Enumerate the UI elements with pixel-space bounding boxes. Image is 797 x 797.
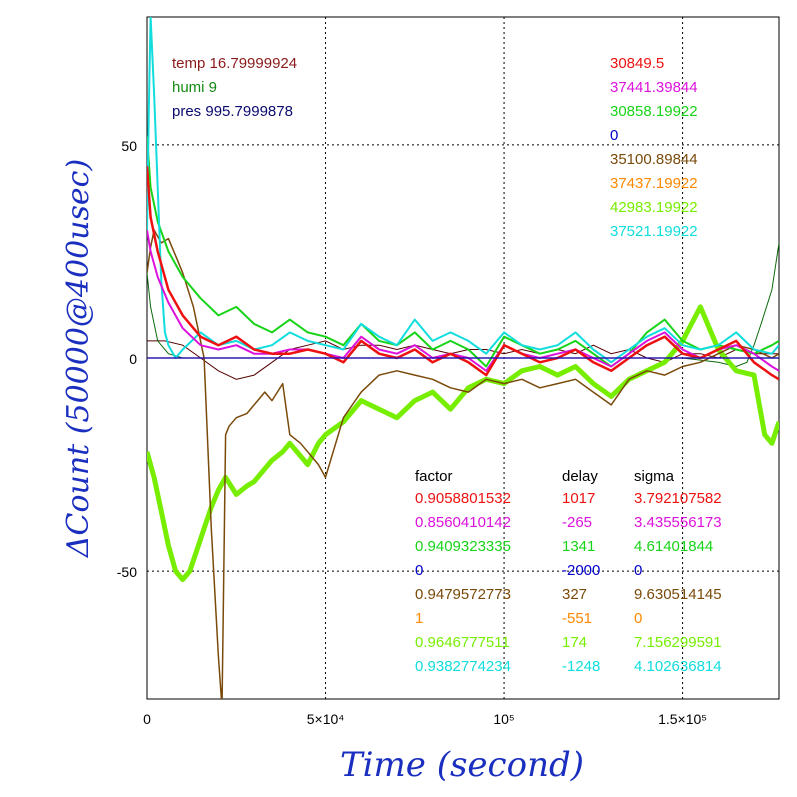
table-header-sigma: sigma — [634, 468, 675, 485]
table-factor-7: 0.9382774234 — [415, 658, 511, 675]
table-header-delay: delay — [562, 468, 598, 485]
table-sigma-1: 3.435556173 — [634, 514, 722, 531]
count-label-6: 42983.19922 — [610, 199, 698, 216]
table-factor-5: 1 — [415, 610, 423, 627]
y-axis-title: ΔCount (50000@400usec) — [61, 159, 96, 558]
table-delay-4: 327 — [562, 586, 587, 603]
table-delay-3: -2000 — [562, 562, 600, 579]
count-label-1: 37441.39844 — [610, 79, 698, 96]
x-tick-label-1: 5×10⁴ — [307, 711, 345, 727]
count-label-5: 37437.19922 — [610, 175, 698, 192]
env-label-2: pres 995.7999878 — [172, 103, 293, 120]
y-tick-label-0: 50 — [121, 138, 137, 154]
table-sigma-2: 4.61401844 — [634, 538, 713, 555]
y-tick-label-2: -50 — [117, 564, 137, 580]
x-tick-label-2: 10⁵ — [493, 711, 514, 727]
series-layer — [147, 17, 779, 699]
table-factor-0: 0.9058801532 — [415, 490, 511, 507]
tick-labels: 0 5×10⁴ 10⁵ 1.5×10⁵ 50 0 -50 — [117, 138, 707, 727]
table-sigma-7: 4.102636814 — [634, 658, 722, 675]
env-label-1: humi 9 — [172, 79, 217, 96]
table-sigma-0: 3.792107582 — [634, 490, 722, 507]
series-line-6 — [147, 304, 779, 583]
table-delay-2: 1341 — [562, 538, 595, 555]
y-tick-label-1: 0 — [129, 351, 137, 367]
info-annotations: temp 16.79999924 humi 9 pres 995.7999878 30… — [172, 55, 722, 675]
table-delay-7: -1248 — [562, 658, 600, 675]
count-label-4: 35100.89844 — [610, 151, 698, 168]
table-delay-0: 1017 — [562, 490, 595, 507]
count-label-0: 30849.5 — [610, 55, 664, 72]
series-line-4 — [147, 229, 779, 699]
x-tick-label-0: 0 — [143, 711, 151, 727]
x-tick-label-3: 1.5×10⁵ — [658, 711, 707, 727]
table-sigma-4: 9.630514145 — [634, 586, 722, 603]
table-sigma-6: 7.156299591 — [634, 634, 722, 651]
table-factor-6: 0.9646777511 — [415, 634, 510, 651]
series-line-2 — [147, 136, 779, 368]
table-sigma-5: 0 — [634, 610, 642, 627]
env-label-0: temp 16.79999924 — [172, 55, 297, 72]
series-line-7 — [147, 17, 779, 364]
count-label-2: 30858.19922 — [610, 103, 698, 120]
table-delay-5: -551 — [562, 610, 592, 627]
table-factor-4: 0.9479572773 — [415, 586, 511, 603]
x-axis-title: Time (second) — [340, 745, 584, 785]
table-delay-1: -265 — [562, 514, 592, 531]
table-factor-3: 0 — [415, 562, 423, 579]
count-label-3: 0 — [610, 127, 618, 144]
table-delay-6: 174 — [562, 634, 587, 651]
series-line-0 — [147, 166, 779, 381]
table-factor-1: 0.8560410142 — [415, 514, 511, 531]
count-label-7: 37521.19922 — [610, 223, 698, 240]
table-sigma-3: 0 — [634, 562, 642, 579]
table-factor-2: 0.9409323335 — [415, 538, 511, 555]
table-header-factor: factor — [415, 468, 453, 485]
